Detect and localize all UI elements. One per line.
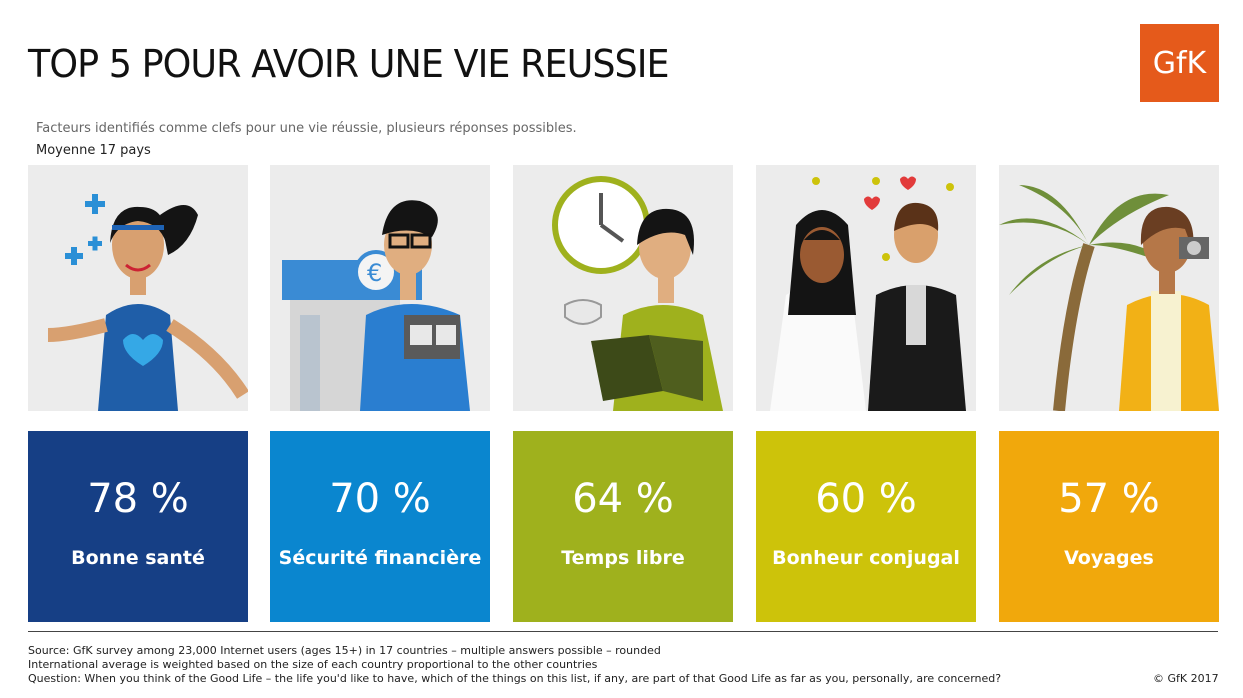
finance-illustration: €: [270, 165, 490, 411]
gfk-logo: GfK: [1140, 24, 1219, 102]
svg-text:€: €: [367, 259, 382, 287]
travel-illustration: [999, 165, 1219, 411]
leisure-illustration: [513, 165, 733, 411]
stat-percent: 70 %: [329, 476, 431, 522]
stat-label: Bonne santé: [71, 547, 205, 569]
stat-box-finance: 70 % Sécurité financière: [270, 431, 490, 622]
wedding-illustration: [756, 165, 976, 411]
stat-label: Bonheur conjugal: [772, 547, 960, 569]
stat-percent: 60 %: [815, 476, 917, 522]
subtitle: Facteurs identifiés comme clefs pour une…: [36, 121, 577, 136]
question-note: Question: When you think of the Good Lif…: [28, 672, 1002, 685]
source-note: Source: GfK survey among 23,000 Internet…: [28, 644, 661, 657]
stat-percent: 64 %: [572, 476, 674, 522]
health-illustration: [28, 165, 248, 411]
stat-box-marriage: 60 % Bonheur conjugal: [756, 431, 976, 622]
stat-label: Sécurité financière: [278, 547, 482, 569]
stat-label: Temps libre: [561, 547, 685, 569]
stat-box-health: 78 % Bonne santé: [28, 431, 248, 622]
average-label: Moyenne 17 pays: [36, 143, 151, 158]
stat-box-travel: 57 % Voyages: [999, 431, 1219, 622]
footer-divider: [28, 631, 1218, 632]
footer-notes: Source: GfK survey among 23,000 Internet…: [28, 644, 1001, 686]
copyright: © GfK 2017: [1153, 672, 1219, 685]
stat-label: Voyages: [1064, 547, 1154, 569]
stat-percent: 57 %: [1058, 476, 1160, 522]
stat-box-leisure: 64 % Temps libre: [513, 431, 733, 622]
page-title: TOP 5 POUR AVOIR UNE VIE REUSSIE: [28, 42, 670, 86]
stat-percent: 78 %: [87, 476, 189, 522]
weighting-note: International average is weighted based …: [28, 658, 598, 671]
